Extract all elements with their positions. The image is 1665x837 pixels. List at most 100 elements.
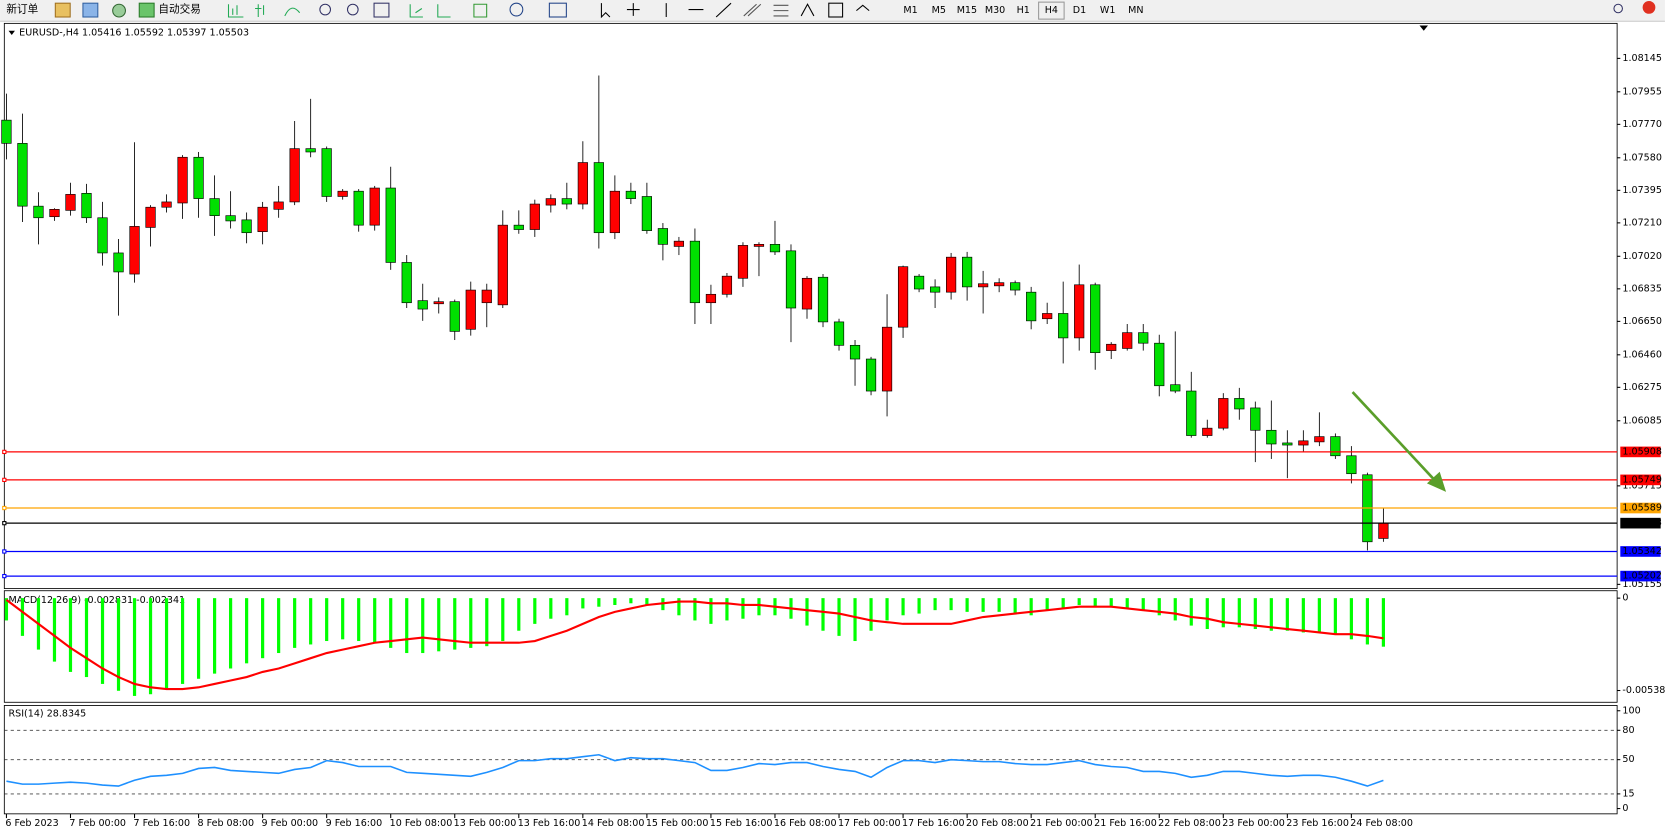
macd-bar	[869, 598, 873, 631]
candle-body	[529, 203, 540, 230]
candle-body	[1042, 313, 1053, 320]
timeframe-label[interactable]: M5	[932, 5, 946, 16]
trend-arrow-head	[1426, 471, 1447, 492]
rsi-line	[6, 753, 1384, 787]
price-level-handle	[2, 449, 7, 455]
macd-bar	[1301, 598, 1305, 633]
y-tick-label: 80	[1622, 725, 1634, 736]
candle-body	[241, 219, 252, 234]
search-icon[interactable]	[1613, 3, 1623, 14]
candle-body	[1106, 343, 1117, 351]
candle-body	[929, 286, 941, 293]
timeframe-label[interactable]: D1	[1073, 5, 1086, 16]
candle-body	[593, 162, 604, 234]
candle-body	[481, 289, 492, 304]
timeframe-label[interactable]: W1	[1100, 5, 1116, 16]
timeframe-label[interactable]: H1	[1017, 5, 1030, 16]
macd-bar	[917, 598, 921, 614]
price-level-tag	[1620, 570, 1661, 582]
price-level-tag	[1620, 502, 1661, 514]
x-tick-label: 21 Feb 00:00	[1030, 818, 1093, 829]
candle-body	[817, 276, 829, 323]
x-tick-label: 17 Feb 16:00	[902, 818, 965, 829]
y-tick-label: 1.07395	[1622, 185, 1661, 196]
candle-body	[193, 156, 204, 199]
macd-bar	[1061, 598, 1065, 609]
icon[interactable]	[112, 3, 126, 18]
timeframe-button[interactable]	[1010, 2, 1036, 20]
candle-body	[1154, 342, 1165, 387]
macd-bar	[1157, 598, 1161, 616]
timeframe-label[interactable]: M30	[985, 5, 1005, 16]
macd-bar	[885, 598, 889, 621]
timeframe-button[interactable]	[925, 2, 952, 20]
timeframe-button[interactable]	[1066, 2, 1093, 20]
macd-bar	[1333, 598, 1337, 635]
trend-arrow	[1351, 391, 1441, 487]
macd-bar	[196, 598, 201, 679]
candle-body	[1010, 282, 1021, 291]
candle-body	[657, 228, 669, 245]
candle-body	[1026, 291, 1037, 322]
candle-body	[321, 148, 332, 197]
icon[interactable]	[54, 2, 71, 18]
y-tick-label: 1.08145	[1622, 53, 1661, 64]
collapse-triangle	[8, 30, 15, 36]
candle-body	[225, 215, 236, 222]
notification-badge[interactable]	[1642, 1, 1656, 14]
timeframe-button[interactable]	[954, 2, 980, 20]
macd-bar	[180, 598, 185, 684]
toolbar	[0, 0, 1665, 22]
y-tick-label: 1.05155	[1622, 579, 1661, 590]
timeframe-button[interactable]	[1123, 2, 1149, 20]
macd-bar	[949, 598, 953, 611]
candle-body	[1282, 442, 1293, 446]
macd-bar	[325, 598, 329, 642]
macd-bar	[1189, 598, 1193, 626]
candle-body	[1378, 522, 1389, 539]
timeframe-label[interactable]: MN	[1128, 5, 1143, 16]
timeframe-button[interactable]	[897, 2, 924, 20]
candle-body	[609, 190, 620, 234]
candlestick-chart: 1.08145 1.07955 1.07770 1.07580 1.07395 1.072…	[1, 27, 1662, 829]
candle-body	[962, 256, 973, 288]
price-level-handle	[2, 521, 7, 526]
macd-bar	[821, 598, 825, 631]
icon[interactable]	[82, 2, 99, 18]
macd-bar	[645, 598, 649, 605]
macd-bar	[677, 598, 681, 616]
timeframe-label[interactable]: M15	[957, 5, 977, 16]
macd-bar	[1285, 598, 1289, 631]
candle-body	[81, 192, 92, 219]
timeframe-button[interactable]	[1038, 1, 1065, 20]
y-tick-label: 1.07210	[1622, 217, 1661, 228]
toolbar-icons[interactable]	[227, 2, 870, 19]
new-order-button[interactable]: 新订单	[6, 3, 38, 16]
candle-body	[161, 201, 172, 208]
candle-body	[865, 358, 877, 392]
auto-trading-button[interactable]: 自动交易	[158, 3, 200, 16]
candle-body	[257, 206, 268, 232]
candle-body	[385, 187, 396, 263]
timeframe-label[interactable]: H4	[1045, 5, 1058, 16]
timeframe-label[interactable]: M1	[903, 5, 917, 16]
timeframe-button[interactable]	[982, 2, 1008, 20]
candle-body	[433, 301, 444, 305]
candle-body	[305, 148, 316, 153]
candle-body	[881, 326, 893, 392]
candle-body	[561, 198, 572, 205]
candle-body	[801, 277, 813, 310]
macd-bar	[1077, 598, 1081, 605]
candle-body	[353, 190, 364, 226]
price-level-tag	[1620, 446, 1661, 458]
price-level-handle	[2, 573, 7, 579]
macd-bar	[341, 598, 345, 640]
price-level-handle	[2, 549, 7, 554]
macd-bar	[485, 598, 489, 647]
auto-trading-icon[interactable]	[138, 2, 155, 18]
macd-bar	[1141, 598, 1145, 611]
candle-body	[1298, 440, 1309, 446]
macd-bar	[1173, 598, 1177, 621]
candle-body	[513, 224, 524, 230]
timeframe-button[interactable]	[1094, 2, 1121, 20]
